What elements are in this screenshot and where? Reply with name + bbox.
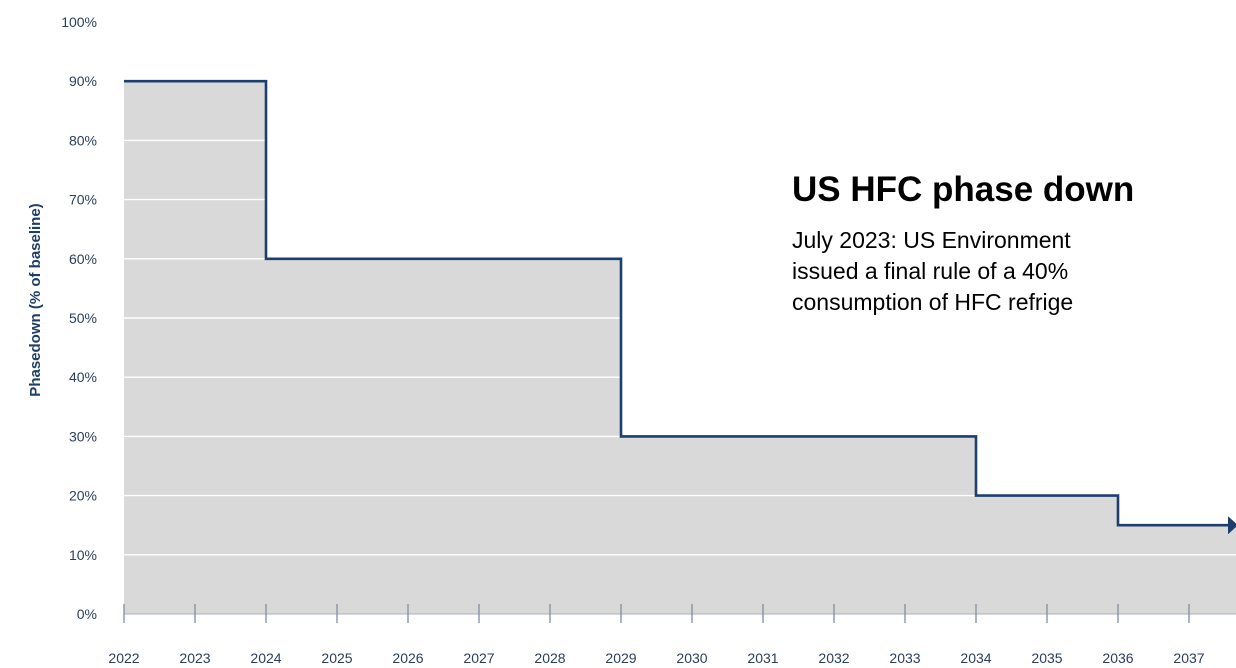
x-tick-label: 2036 [1102, 650, 1133, 666]
y-tick-label: 40% [69, 369, 97, 385]
y-tick-label: 50% [69, 310, 97, 326]
x-tick-label: 2031 [747, 650, 778, 666]
y-tick-label: 10% [69, 547, 97, 563]
y-tick-label: 80% [69, 132, 97, 148]
y-axis: 0% 10% 20% 30% 40% 50% 60% 70% 80% 90% 100% [61, 14, 97, 622]
area-fill [124, 81, 1236, 614]
y-tick-label: 20% [69, 488, 97, 504]
x-tick-label: 2028 [534, 650, 565, 666]
y-tick-label: 100% [61, 14, 97, 30]
annotation: July 2023: US Environment issued a final … [792, 227, 1073, 315]
y-tick-label: 30% [69, 428, 97, 444]
x-tick-label: 2035 [1031, 650, 1062, 666]
y-tick-label: 90% [69, 73, 97, 89]
annotation-line: consumption of HFC refrige [792, 289, 1073, 315]
chart-title: US HFC phase down [792, 170, 1134, 209]
x-tick-label: 2024 [250, 650, 281, 666]
annotation-line: issued a final rule of a 40% [792, 258, 1068, 284]
x-tick-label: 2023 [179, 650, 210, 666]
x-tick-label: 2027 [463, 650, 494, 666]
x-tick-label: 2030 [676, 650, 707, 666]
x-tick-label: 2026 [392, 650, 423, 666]
y-tick-label: 60% [69, 251, 97, 267]
x-tick-label: 2022 [108, 650, 139, 666]
plot-area [124, 79, 1236, 614]
x-axis: 2022 2023 2024 2025 2026 2027 2028 2029 2030 2031… [108, 604, 1236, 666]
x-tick-label: 2032 [818, 650, 849, 666]
x-tick-label: 2029 [605, 650, 636, 666]
arrow-head [1228, 516, 1236, 535]
step-line [124, 79, 1236, 527]
y-axis-label: Phasedown (% of baseline) [27, 203, 44, 396]
x-tick-label: 2034 [960, 650, 991, 666]
x-tick-label: 2025 [321, 650, 352, 666]
x-tick-label: 2033 [889, 650, 920, 666]
y-tick-label: 0% [77, 606, 97, 622]
y-tick-label: 70% [69, 192, 97, 208]
annotation-line: July 2023: US Environment [792, 227, 1071, 253]
x-tick-label: 2037 [1173, 650, 1204, 666]
